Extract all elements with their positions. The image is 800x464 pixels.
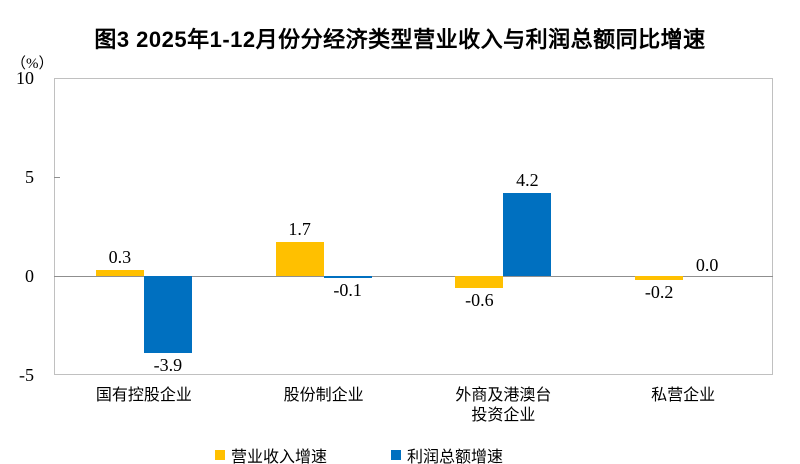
y-axis-tick-label: -5 bbox=[19, 365, 34, 385]
bar-营业收入增速-国有控股企业 bbox=[95, 270, 144, 276]
value-label: 4.2 bbox=[516, 169, 539, 190]
x-axis-category-line: 国有控股企业 bbox=[95, 387, 192, 404]
x-axis-category-line: 外商及港澳台 bbox=[455, 387, 552, 404]
y-axis-tick-label: 0 bbox=[25, 266, 34, 286]
x-axis-category-label: 国有控股企业 bbox=[54, 386, 234, 406]
y-axis-tick-label: 10 bbox=[16, 68, 34, 88]
value-label: -3.9 bbox=[153, 355, 183, 376]
legend-label: 利润总额增速 bbox=[407, 449, 504, 464]
value-label: -0.2 bbox=[644, 281, 674, 302]
bar-营业收入增速-私营企业 bbox=[635, 276, 684, 280]
bar-利润总额增速-国有控股企业 bbox=[143, 276, 192, 354]
value-label: 0.0 bbox=[695, 255, 719, 275]
legend-item: 营业收入增速 bbox=[215, 443, 327, 464]
legend-swatch-icon bbox=[391, 450, 402, 460]
bar-利润总额增速-股份制企业 bbox=[323, 276, 372, 278]
x-axis-category-label: 外商及港澳台 投资企业 bbox=[413, 386, 593, 426]
value-label: -0.6 bbox=[465, 289, 494, 310]
legend-item: 利润总额增速 bbox=[391, 443, 503, 464]
bar-利润总额增速-外商及港澳台 bbox=[503, 192, 552, 276]
value-label: 0.3 bbox=[108, 247, 132, 268]
x-axis-category-label: 私营企业 bbox=[593, 386, 773, 406]
x-axis-category-line: 投资企业 bbox=[471, 407, 536, 424]
bar-营业收入增速-股份制企业 bbox=[275, 242, 324, 276]
chart-title: 图3 2025年1-12月份分经济类型营业收入与利润总额同比增速 bbox=[94, 27, 706, 52]
y-axis-unit-label: （%） bbox=[11, 56, 54, 72]
y-axis-tick-mark bbox=[54, 177, 60, 178]
bar-营业收入增速-外商及港澳台 bbox=[455, 276, 504, 288]
zero-gridline bbox=[54, 276, 773, 277]
y-axis-tick-label: 5 bbox=[25, 167, 34, 187]
legend-swatch-icon bbox=[215, 450, 225, 460]
legend-label: 营业收入增速 bbox=[231, 449, 328, 464]
chart-legend: 营业收入增速 利润总额增速 bbox=[215, 443, 503, 464]
x-axis-category-line: 股份制企业 bbox=[283, 387, 364, 404]
value-label: 1.7 bbox=[288, 219, 311, 240]
plot-area bbox=[54, 78, 773, 375]
x-axis-category-label: 股份制企业 bbox=[234, 386, 414, 406]
x-axis-category-line: 私营企业 bbox=[651, 387, 716, 404]
value-label: -0.1 bbox=[333, 279, 362, 300]
